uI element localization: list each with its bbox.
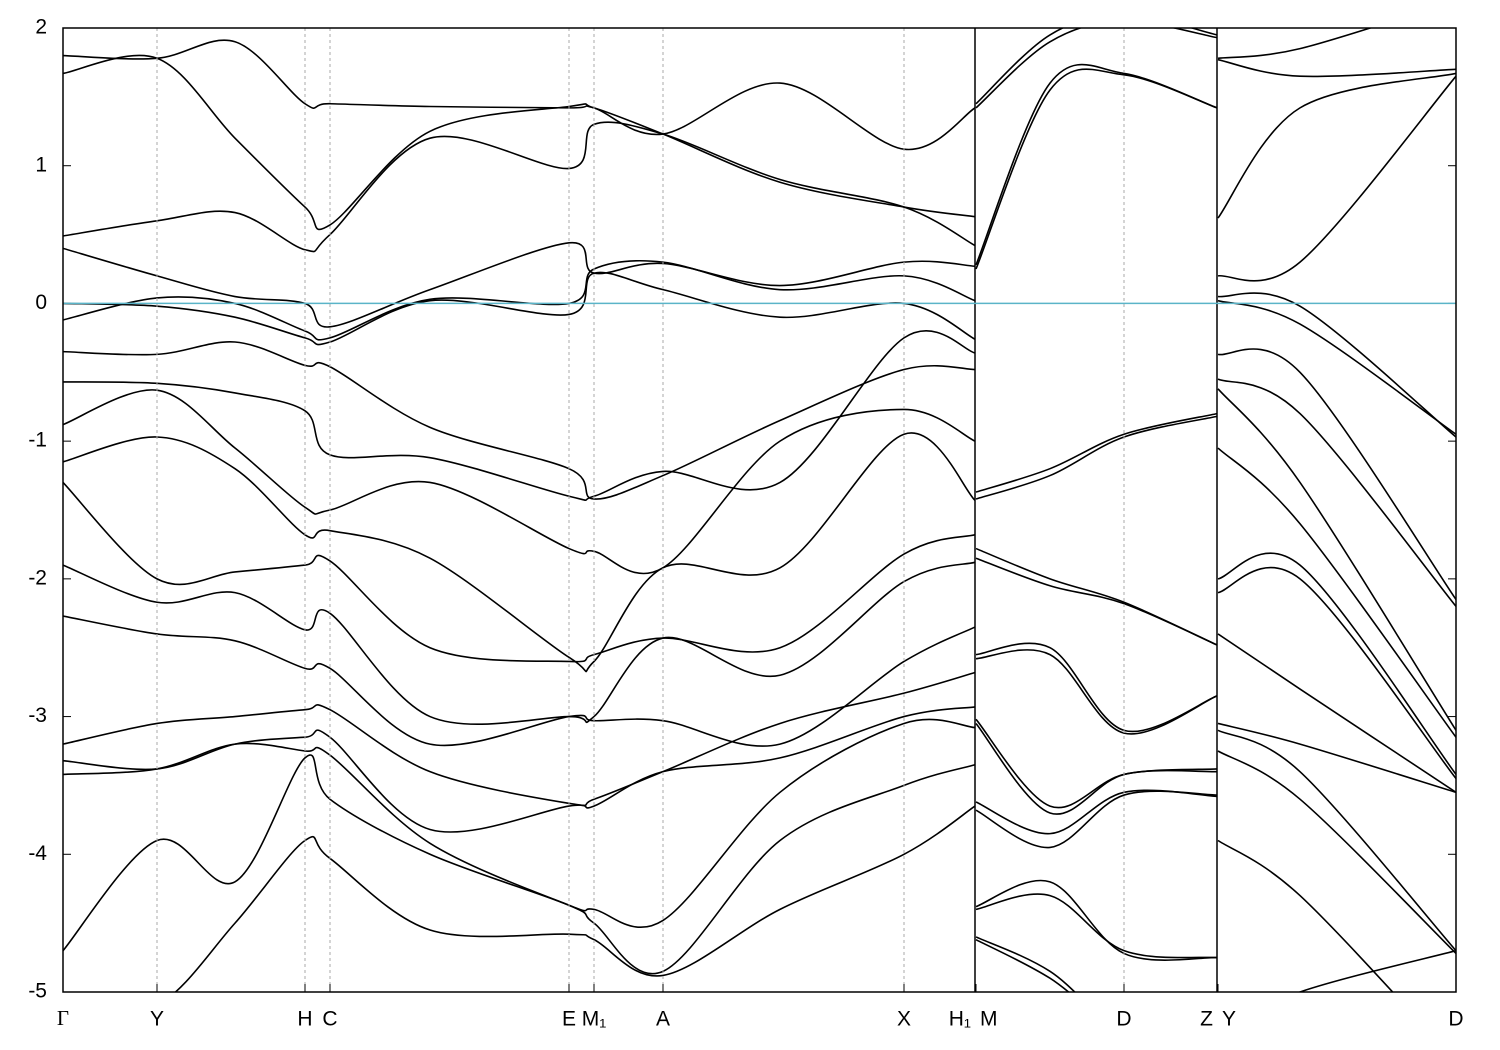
band [63, 615, 976, 747]
y-tick-label: -4 [28, 842, 47, 865]
band [975, 642, 1218, 733]
band [1217, 566, 1456, 780]
band [1217, 729, 1456, 952]
y-tick-label: 2 [35, 16, 47, 39]
band [1217, 552, 1456, 775]
band [63, 121, 976, 253]
y-tick-label: -5 [28, 980, 47, 1003]
band [63, 706, 976, 833]
band [975, 893, 1218, 959]
x-tick-label: C [322, 1008, 337, 1031]
band [975, 879, 1218, 961]
band [975, 63, 1218, 266]
band [1297, 949, 1456, 992]
band [975, 415, 1218, 500]
band [975, 28, 1218, 109]
band [63, 718, 976, 928]
band [63, 271, 976, 346]
band [1217, 292, 1456, 438]
band [975, 936, 1076, 992]
band [1217, 839, 1394, 992]
band [63, 39, 976, 151]
band [1217, 722, 1456, 794]
band [975, 412, 1218, 493]
x-tick-label: D [1448, 1008, 1463, 1031]
band [63, 481, 976, 663]
band [1217, 633, 1456, 793]
band [975, 718, 1218, 809]
band [63, 330, 976, 501]
band [1217, 378, 1456, 607]
band [63, 260, 976, 341]
band [1217, 348, 1456, 600]
band [1217, 28, 1374, 60]
x-tick-label: Y [150, 1008, 164, 1031]
x-tick-label: H₁ [949, 1008, 971, 1031]
band [63, 671, 976, 807]
x-tick-label: D [1116, 1008, 1131, 1031]
band [975, 68, 1218, 270]
band [975, 790, 1218, 849]
band [63, 341, 976, 500]
band [63, 561, 976, 725]
x-tick-label: A [656, 1008, 670, 1031]
band [63, 754, 976, 975]
band [975, 722, 1218, 815]
x-tick-label: Z [1200, 1008, 1213, 1031]
band [63, 389, 976, 575]
x-tick-label: E [562, 1008, 576, 1031]
y-tick-label: -2 [28, 566, 47, 589]
plot-frame [62, 27, 1457, 993]
x-tick-label: X [897, 1008, 911, 1031]
x-tick-label: Γ [57, 1006, 69, 1030]
band [1217, 75, 1456, 282]
band [975, 938, 1070, 992]
y-tick-label: -3 [28, 704, 47, 727]
band [975, 649, 1218, 735]
band [1217, 388, 1456, 731]
x-tick-label: H [297, 1008, 312, 1031]
band [1217, 299, 1456, 435]
x-tick-label: Y [1222, 1008, 1236, 1031]
band [975, 557, 1218, 646]
plot-area [63, 28, 1456, 992]
band [174, 805, 976, 992]
y-tick-label: 1 [35, 153, 47, 176]
x-tick-label: M₁ [582, 1008, 607, 1031]
y-tick-label: -1 [28, 429, 47, 452]
band [63, 54, 976, 231]
band [1217, 72, 1456, 219]
band [1217, 447, 1456, 738]
x-tick-label: M [980, 1008, 998, 1031]
band [63, 242, 976, 328]
band [63, 432, 976, 673]
y-tick-label: 0 [35, 291, 47, 314]
band [1217, 58, 1456, 78]
band [1217, 750, 1456, 955]
band [975, 28, 1218, 105]
band [975, 789, 1218, 835]
